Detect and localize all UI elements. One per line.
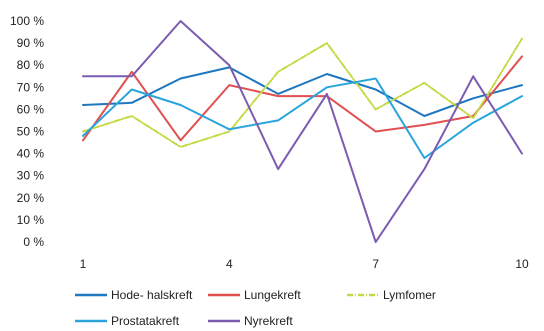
y-axis: 0 % 10 % 20 % 30 % 40 % 50 % 60 % 70 % 80 % 90 % 1… (10, 14, 44, 249)
y-tick-label: 30 % (17, 169, 45, 183)
legend-item: Hode- halskreft (75, 288, 193, 302)
y-tick-label: 40 % (17, 147, 45, 161)
series-line-4 (82, 20, 523, 243)
legend-item: Prostatakreft (75, 314, 180, 328)
legend-item: Nyrekreft (208, 314, 293, 328)
x-tick-label: 7 (372, 257, 379, 271)
y-tick-label: 80 % (17, 58, 45, 72)
series-line-0 (82, 66, 523, 117)
x-tick-label: 1 (80, 257, 87, 271)
y-tick-label: 10 % (17, 213, 45, 227)
legend-label: Lymfomer (383, 288, 436, 302)
x-tick-label: 4 (226, 257, 233, 271)
legend-item: Lungekreft (208, 288, 301, 302)
plot-area (82, 20, 523, 243)
series-line-2 (82, 37, 523, 148)
legend-label: Nyrekreft (244, 314, 293, 328)
y-tick-label: 90 % (17, 36, 45, 50)
legend-item: Lymfomer (347, 288, 436, 302)
series-line-3 (82, 77, 523, 159)
legend-label: Prostatakreft (111, 314, 180, 328)
series-line-1 (82, 55, 523, 142)
legend-label: Lungekreft (244, 288, 301, 302)
x-axis: 1 4 7 10 (80, 257, 529, 271)
y-tick-label: 0 % (23, 235, 44, 249)
legend-label: Hode- halskreft (111, 288, 193, 302)
y-tick-label: 100 % (10, 14, 44, 28)
x-tick-label: 10 (515, 257, 529, 271)
legend: Hode- halskreft Lungekreft Lymfomer Prostat… (75, 288, 436, 328)
y-tick-label: 60 % (17, 102, 45, 116)
y-tick-label: 50 % (17, 125, 45, 139)
y-tick-label: 20 % (17, 191, 45, 205)
y-tick-label: 70 % (17, 80, 45, 94)
